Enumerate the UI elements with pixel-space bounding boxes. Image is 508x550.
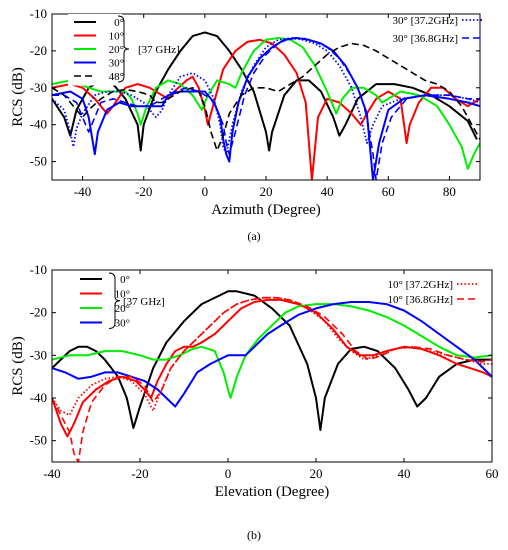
y-axis-label: RCS (dB) [10,336,26,396]
series-line-3 [52,37,480,170]
y-tick-label: -40 [30,117,47,132]
legend-label: 0° [114,17,124,29]
series-line-5 [52,42,480,152]
x-tick-label: 40 [398,466,411,481]
legend-label: 30° [36.8GHz] [393,33,459,45]
x-tick-label: 40 [321,184,334,199]
legend-label: 30° [109,58,124,70]
x-tick-label: -40 [43,466,60,481]
legend-bracket [117,15,130,83]
y-axis-label: RCS (dB) [10,67,26,127]
x-tick-label: 20 [310,466,323,481]
series-line-7 [52,37,480,180]
series-line-4 [52,301,492,408]
y-tick-label: -30 [30,347,47,362]
y-tick-label: -30 [30,80,47,95]
x-tick-label: -20 [135,184,152,199]
legend-label: 30° [115,318,130,330]
y-tick-label: -50 [30,433,47,448]
chart-panel-1: -40 -20 0 20 40 60 80 -10 -20 -30 -40 -50 Azimuth (D… [10,6,482,243]
y-tick-label: -10 [30,262,47,277]
x-axis-label: Azimuth (Degree) [211,202,321,218]
legend-box [74,271,113,333]
series-line-2 [52,38,480,180]
legend-label: 10° [36.8GHz] [388,294,454,306]
x-axis-label: Elevation (Degree) [215,484,330,500]
chart-panel-2: -40 -20 0 20 40 60 -10 -20 -30 -40 -50 Elevation (D… [10,262,499,542]
y-tick-label: -20 [30,305,47,320]
series-line-6 [52,37,480,156]
legend-label: 10° [115,289,130,301]
panel-caption: (a) [247,229,260,243]
x-tick-label: -20 [131,466,148,481]
legend-label: 0° [120,274,130,286]
legend-label: 20° [115,303,130,315]
y-tick-label: -10 [30,6,47,21]
legend-label: 48° [109,71,124,83]
legend-label: 10° [37.2GHz] [388,279,454,291]
y-tick-label: -20 [30,43,47,58]
legend-group-label: [37 GHz] [123,296,165,308]
x-tick-label: 60 [382,184,395,199]
legend-label: 30° [37.2GHz] [393,15,459,27]
series-line-1 [52,290,492,431]
x-tick-label: 0 [202,184,209,199]
x-tick-label: -40 [74,184,91,199]
legend-label: 10° [109,31,124,43]
plot-frame [51,269,493,463]
x-tick-label: 0 [225,466,232,481]
panel-caption: (b) [247,528,261,542]
legend-group-label: [37 GHz] [138,44,180,56]
y-tick-label: -40 [30,390,47,405]
series-line-6 [52,296,492,462]
series-line-3 [52,303,492,399]
x-tick-label: 60 [486,466,499,481]
x-tick-label: 20 [260,184,273,199]
x-tick-label: 80 [443,184,456,199]
y-tick-label: -50 [30,154,47,169]
legend-label: 20° [109,44,124,56]
legend-bracket [108,272,121,329]
